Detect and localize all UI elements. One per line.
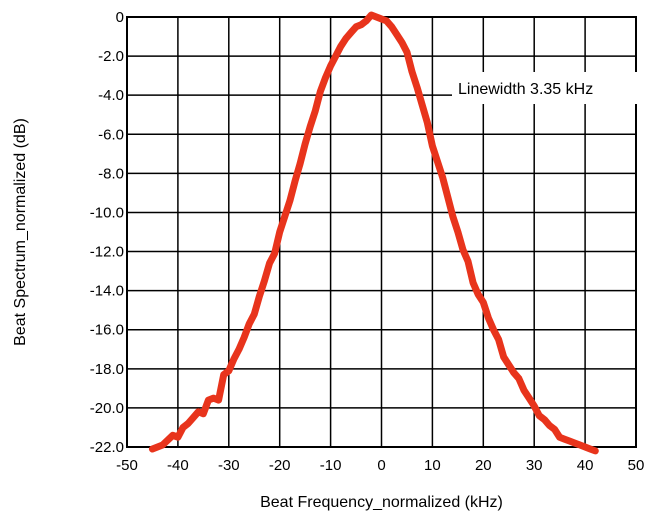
y-tick-label: -22.0: [90, 439, 124, 456]
y-tick-label: -4.0: [98, 87, 124, 104]
x-tick-label: -20: [269, 457, 291, 474]
x-tick-label: 20: [475, 457, 492, 474]
x-tick-labels: -50 -40 -30 -20 -10 0 10 20 30 40 50: [116, 457, 644, 474]
y-tick-label: -10.0: [90, 204, 124, 221]
series-group: [148, 11, 599, 455]
x-tick-label: 0: [377, 457, 385, 474]
y-tick-label: -18.0: [90, 361, 124, 378]
x-tick-label: -40: [167, 457, 189, 474]
annotation-box: Linewidth 3.35 kHz: [452, 72, 664, 104]
y-tick-label: -8.0: [98, 165, 124, 182]
x-tick-label: 30: [526, 457, 543, 474]
y-tick-label: 0: [116, 9, 124, 26]
y-tick-label: -12.0: [90, 244, 124, 261]
x-tick-label: -10: [320, 457, 342, 474]
x-tick-label: 50: [628, 457, 645, 474]
x-tick-label: -30: [218, 457, 240, 474]
y-axis-label: Beat Spectrum_normalized (dB): [12, 118, 29, 346]
y-tick-labels: 0 -2.0 -4.0 -6.0 -8.0 -10.0 -12.0 -14.0 -16.0 -18…: [90, 9, 124, 456]
annotation-background: [452, 72, 664, 104]
y-tick-label: -20.0: [90, 400, 124, 417]
y-tick-label: -2.0: [98, 48, 124, 65]
series-line: [148, 11, 599, 455]
x-axis-label: Beat Frequency_normalized (kHz): [260, 494, 503, 511]
y-tick-label: -6.0: [98, 126, 124, 143]
x-tick-label: 40: [577, 457, 594, 474]
x-tick-label: -50: [116, 457, 138, 474]
x-tick-label: 10: [424, 457, 441, 474]
y-tick-label: -14.0: [90, 283, 124, 300]
annotation-text: Linewidth 3.35 kHz: [458, 81, 593, 98]
y-tick-label: -16.0: [90, 322, 124, 339]
